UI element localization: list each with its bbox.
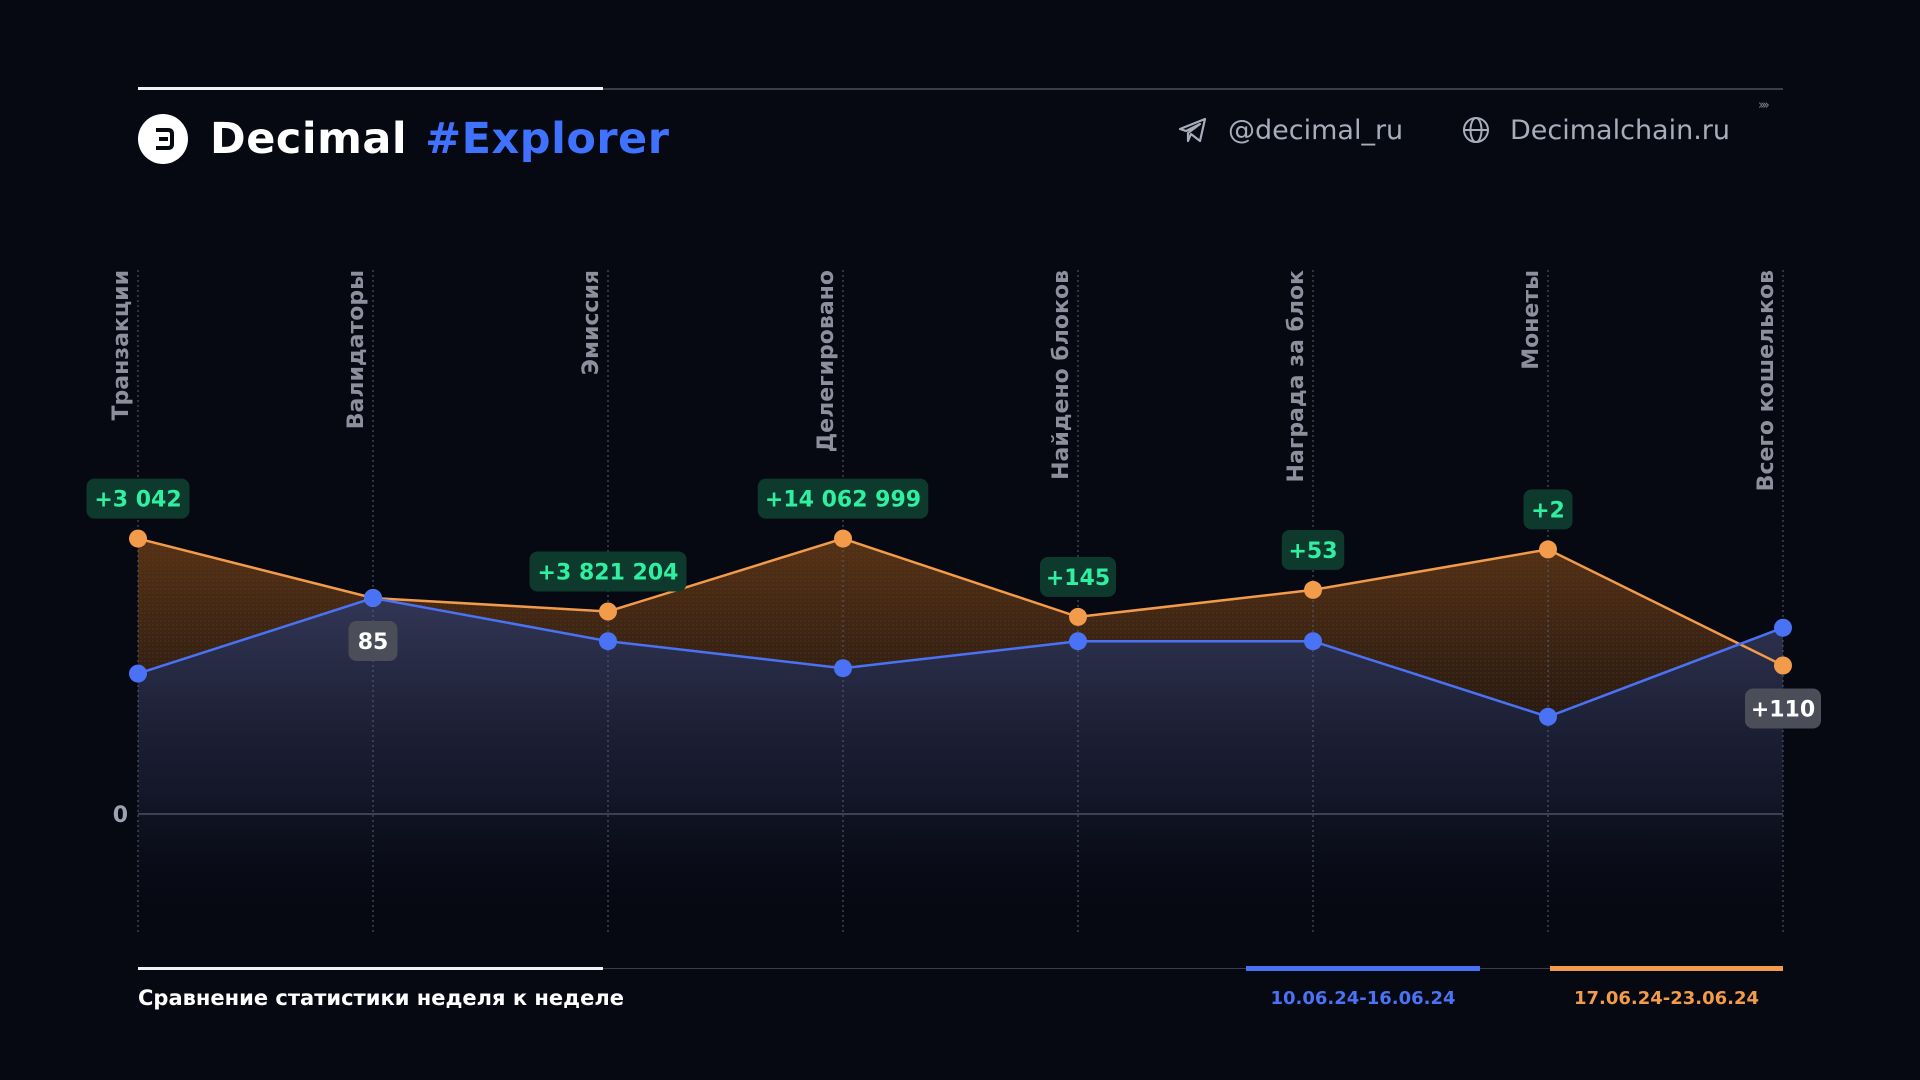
brand: Decimal #Explorer bbox=[138, 112, 669, 166]
category-label-5: Найдено блоков bbox=[1049, 270, 1074, 480]
delta-badge-4 bbox=[757, 478, 929, 519]
point-curr-week-3 bbox=[599, 602, 617, 621]
chart-caption: Сравнение статистики неделя к неделе bbox=[138, 986, 624, 1010]
point-prev-week-8 bbox=[1774, 618, 1792, 637]
delta-badge-8 bbox=[1745, 688, 1821, 729]
delta-label-6: +53 bbox=[1288, 539, 1337, 564]
delta-label-3: +3 821 204 bbox=[538, 561, 679, 586]
website-url: Decimalchain.ru bbox=[1510, 114, 1731, 146]
point-prev-week-1 bbox=[129, 664, 147, 683]
telegram-handle: @decimal_ru bbox=[1228, 114, 1404, 146]
point-prev-week-2 bbox=[364, 589, 382, 607]
point-prev-week-7 bbox=[1539, 707, 1557, 726]
bottom-divider-accent bbox=[138, 967, 603, 970]
arrows-decoration-icon: ›››› bbox=[1758, 98, 1770, 113]
decimal-logo-icon bbox=[138, 114, 188, 164]
category-label-8: Всего кошельков bbox=[1754, 270, 1779, 491]
point-curr-week-7 bbox=[1539, 540, 1557, 559]
point-curr-week-8 bbox=[1774, 656, 1792, 675]
delta-badge-1 bbox=[86, 478, 190, 519]
delta-label-2: 85 bbox=[358, 630, 389, 655]
globe-icon bbox=[1463, 117, 1489, 143]
delta-label-7: +2 bbox=[1531, 498, 1565, 523]
area-between-texture bbox=[138, 538, 1783, 717]
delta-label-1: +3 042 bbox=[94, 488, 181, 513]
line-prev-week bbox=[137, 596, 1784, 719]
delta-badge-6 bbox=[1281, 529, 1345, 570]
point-prev-week-5 bbox=[1069, 632, 1087, 651]
category-label-7: Монеты bbox=[1519, 270, 1544, 370]
point-prev-week-4 bbox=[834, 659, 852, 678]
point-curr-week-5 bbox=[1069, 607, 1087, 626]
telegram-link[interactable]: @decimal_ru bbox=[1178, 110, 1403, 150]
brand-hashtag: #Explorer bbox=[425, 114, 670, 164]
delta-label-8: +110 bbox=[1751, 698, 1815, 723]
point-prev-week-3 bbox=[599, 632, 617, 651]
point-curr-week-1 bbox=[129, 529, 147, 548]
legend-swatch-prev-week bbox=[1246, 966, 1480, 971]
telegram-icon bbox=[1178, 117, 1207, 143]
category-label-6: Награда за блок bbox=[1284, 270, 1309, 482]
area-prev-week bbox=[138, 598, 1783, 932]
delta-badge-3 bbox=[529, 551, 687, 592]
legend-label-prev-week: 10.06.24-16.06.24 bbox=[1270, 988, 1456, 1009]
delta-label-5: +145 bbox=[1046, 566, 1110, 591]
legend-label-curr-week: 17.06.24-23.06.24 bbox=[1573, 988, 1760, 1009]
category-label-3: Эмиссия bbox=[579, 270, 604, 375]
point-curr-week-6 bbox=[1304, 580, 1322, 599]
point-curr-week-4 bbox=[834, 529, 852, 548]
zero-label: 0 bbox=[113, 803, 128, 828]
category-label-4: Делегировано bbox=[814, 270, 839, 452]
category-label-2: Валидаторы bbox=[344, 270, 369, 429]
top-divider-accent bbox=[138, 87, 603, 90]
line-curr-week bbox=[137, 537, 1784, 667]
point-prev-week-6 bbox=[1304, 632, 1322, 651]
delta-badge-7 bbox=[1523, 489, 1573, 530]
brand-name: Decimal bbox=[210, 114, 408, 164]
top-divider bbox=[138, 88, 1783, 90]
delta-badge-5 bbox=[1040, 556, 1116, 597]
delta-badge-2 bbox=[348, 621, 398, 661]
website-link[interactable]: Decimalchain.ru bbox=[1462, 110, 1730, 150]
bottom-divider bbox=[138, 968, 1783, 969]
category-label-1: Транзакции bbox=[109, 270, 134, 421]
legend-swatch-curr-week bbox=[1550, 966, 1783, 971]
delta-label-4: +14 062 999 bbox=[765, 488, 921, 513]
